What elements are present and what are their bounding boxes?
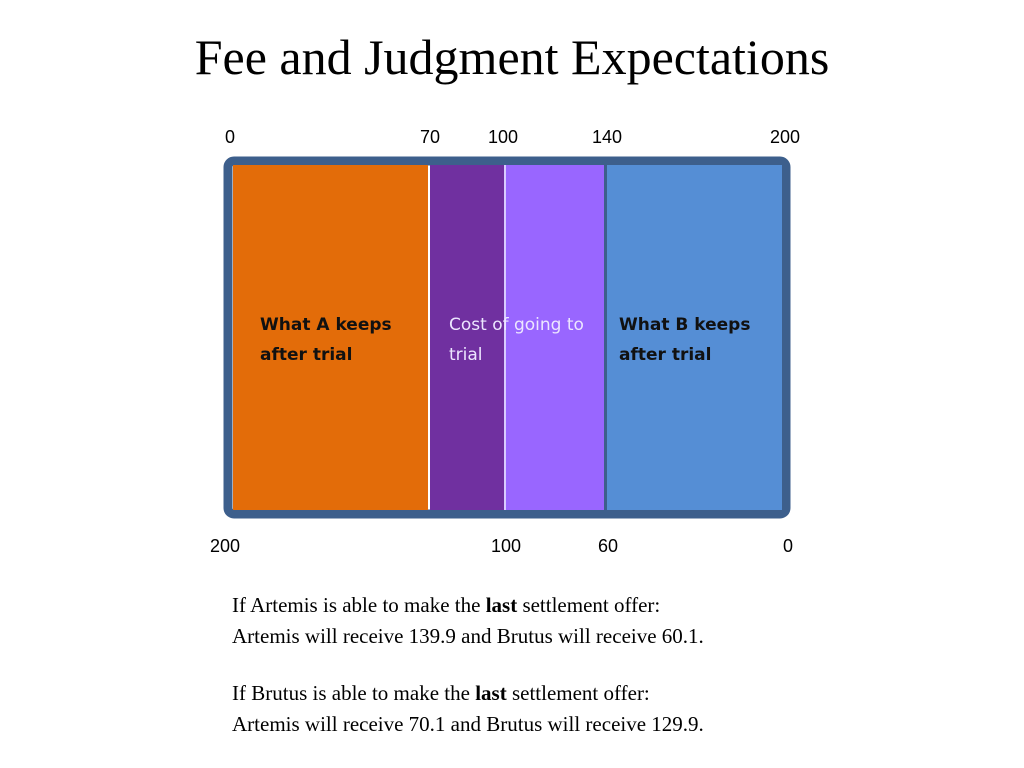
note-line: Artemis will receive 139.9 and Brutus wi…	[232, 624, 704, 648]
text: settlement offer:	[517, 593, 661, 617]
segment-label: What A keeps after trial	[260, 315, 392, 365]
note-line: If Artemis is able to make the last sett…	[232, 590, 704, 621]
top-scale-label: 0	[224, 127, 236, 147]
top-scale-label: 140	[591, 127, 623, 147]
segment-label: Cost of going to trial	[449, 315, 584, 365]
text: If Artemis is able to make the	[232, 593, 486, 617]
title: Fee and Judgment Expectations	[194, 29, 830, 85]
bottom-scale-label: 100	[490, 536, 522, 556]
bold-text: last	[485, 593, 518, 617]
segment-cost-light	[506, 165, 604, 510]
note-line: Artemis will receive 70.1 and Brutus wil…	[232, 712, 704, 736]
segment-cost-dark	[430, 165, 504, 510]
text: settlement offer:	[506, 681, 650, 705]
segment-a	[233, 165, 428, 510]
bold-text: last	[475, 681, 507, 705]
bottom-scale-label: 200	[209, 536, 241, 556]
bottom-scale-label: 0	[782, 536, 794, 556]
segment-label: What B keeps after trial	[619, 315, 751, 365]
top-scale-label: 200	[769, 127, 801, 147]
note: If Brutus is able to make the last settl…	[232, 678, 704, 740]
text: If Brutus is able to make the	[232, 681, 476, 705]
top-scale-label: 70	[419, 127, 441, 147]
bottom-scale-label: 60	[597, 536, 619, 556]
note-line: If Brutus is able to make the last settl…	[232, 678, 704, 709]
top-scale-label: 100	[487, 127, 519, 147]
note: If Artemis is able to make the last sett…	[232, 590, 704, 652]
segment-b	[607, 165, 782, 510]
